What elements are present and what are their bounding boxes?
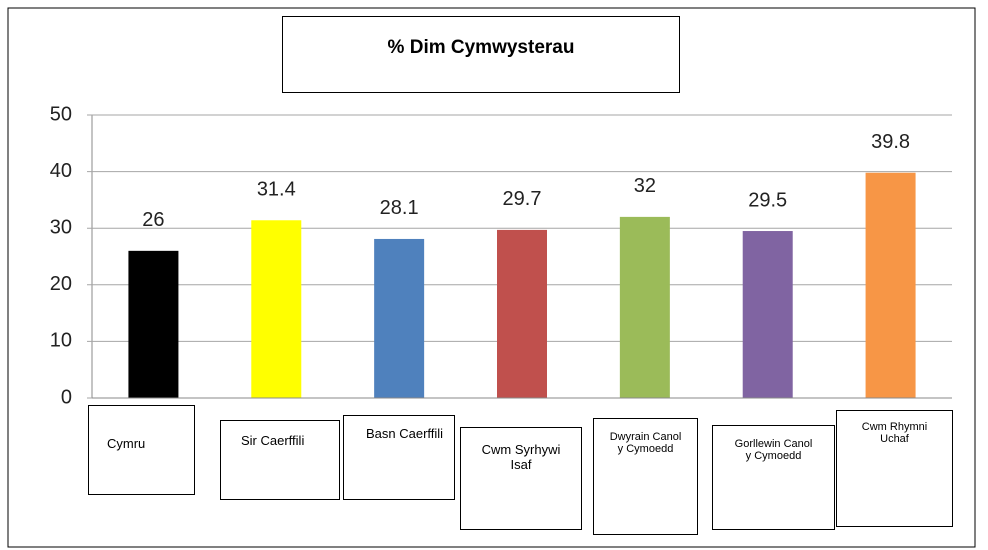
x-tick-label: Dwyrain Canol y Cymoedd xyxy=(593,418,698,535)
value-label: 28.1 xyxy=(380,197,419,219)
bar xyxy=(497,229,547,398)
value-label: 26 xyxy=(142,209,164,231)
value-label: 29.7 xyxy=(503,188,542,210)
value-label: 29.5 xyxy=(748,189,787,211)
bar xyxy=(128,250,179,398)
bar xyxy=(865,172,916,398)
bar xyxy=(619,216,670,398)
y-tick-label: 30 xyxy=(50,216,72,238)
bar xyxy=(742,231,793,398)
x-tick-label: Basn Caerffili xyxy=(343,415,455,500)
y-tick-label: 10 xyxy=(50,330,72,352)
y-tick-label: 40 xyxy=(50,160,72,182)
bar xyxy=(251,220,302,398)
y-tick-label: 0 xyxy=(61,386,72,408)
chart-border xyxy=(7,7,976,548)
x-tick-label: Cwm Syrhywi Isaf xyxy=(460,427,582,530)
y-tick-label: 20 xyxy=(50,273,72,295)
chart-title: % Dim Cymwysterau xyxy=(282,16,680,93)
x-tick-label: Sir Caerffili xyxy=(220,420,340,500)
bar xyxy=(374,238,425,398)
value-label: 31.4 xyxy=(257,179,296,201)
y-tick-label: 50 xyxy=(50,103,72,125)
x-tick-label: Gorllewin Canol y Cymoedd xyxy=(712,425,835,530)
value-label: 32 xyxy=(634,175,656,197)
x-tick-label: Cwm Rhymni Uchaf xyxy=(836,410,953,527)
x-tick-label: Cymru xyxy=(88,405,195,495)
value-label: 39.8 xyxy=(871,131,910,153)
